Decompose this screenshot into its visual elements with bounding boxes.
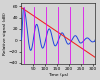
- Y-axis label: Relative signal (dB): Relative signal (dB): [4, 12, 8, 55]
- X-axis label: Time (μs): Time (μs): [48, 73, 68, 77]
